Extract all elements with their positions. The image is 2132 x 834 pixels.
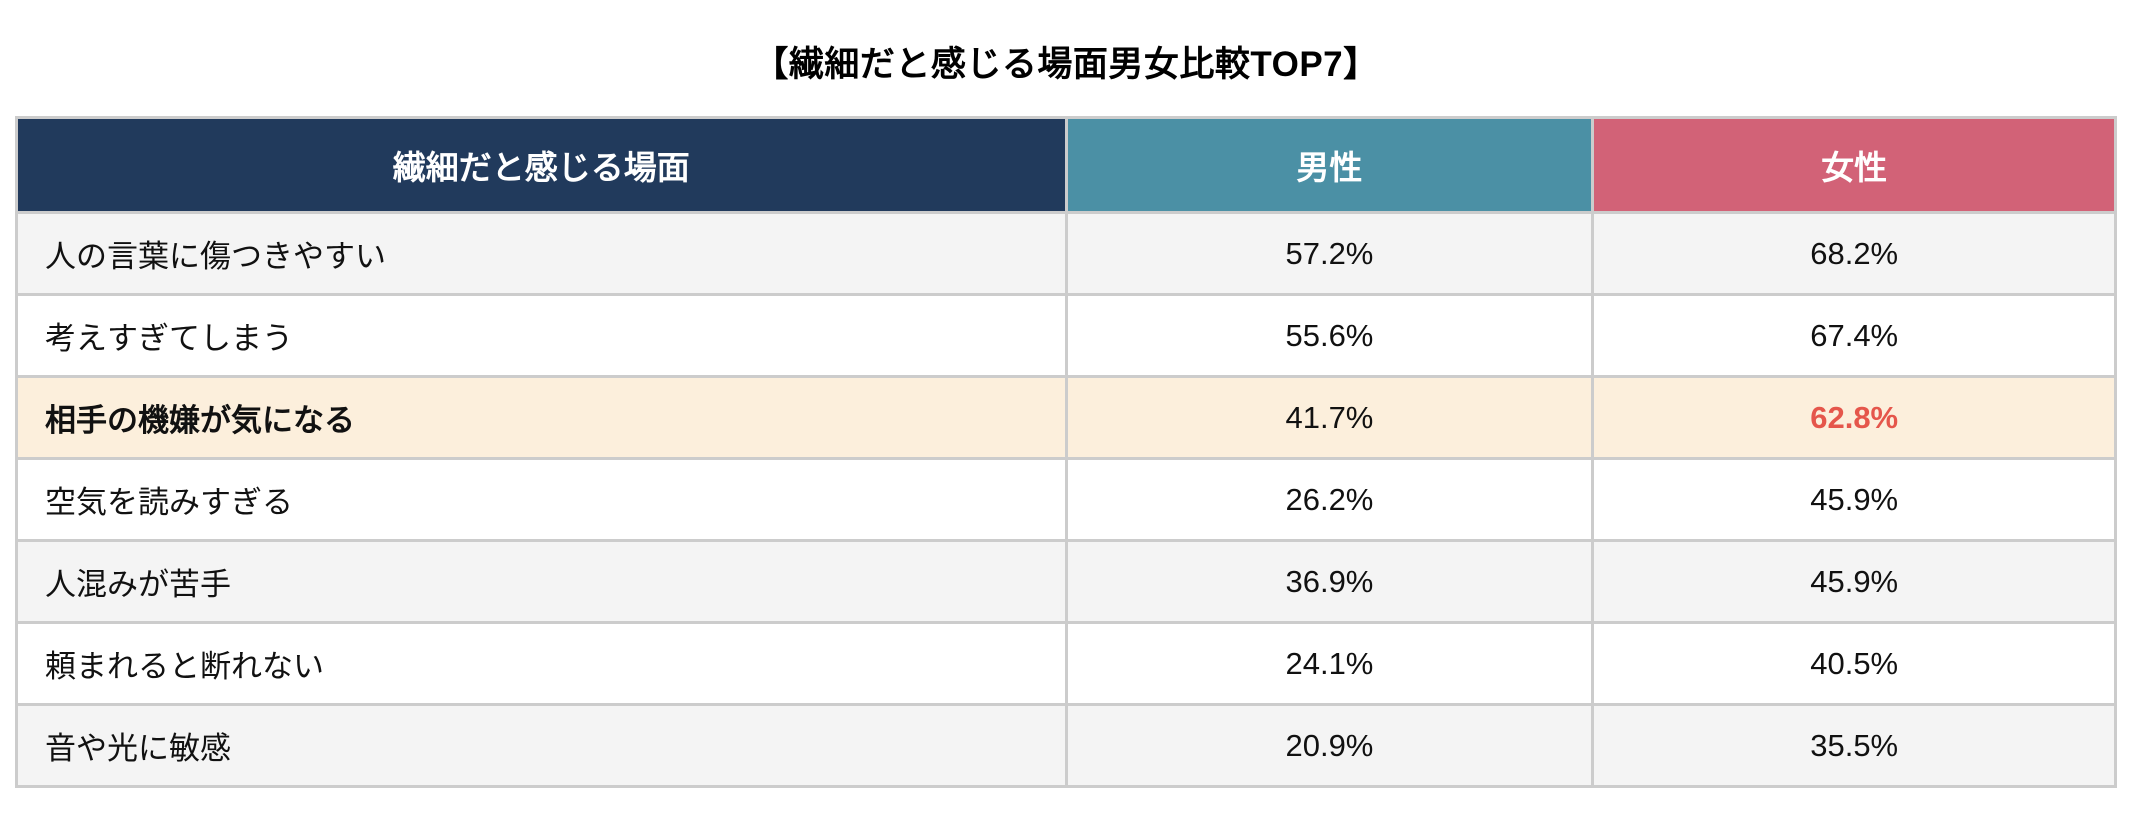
header-female-cell: 女性 [1591,116,2117,214]
female-value: 40.5% [1591,621,2117,706]
female-value: 67.4% [1591,293,2117,378]
table-row: 頼まれると断れない 24.1% 40.5% [15,621,2117,706]
male-value: 41.7% [1064,375,1595,460]
header-male-cell: 男性 [1064,116,1595,214]
row-label: 考えすぎてしまう [15,293,1068,378]
female-value: 45.9% [1591,539,2117,624]
row-label: 相手の機嫌が気になる [15,375,1068,460]
row-label: 人の言葉に傷つきやすい [15,211,1068,296]
row-label: 音や光に敏感 [15,703,1068,788]
male-value: 26.2% [1064,457,1595,542]
female-value-highlighted: 62.8% [1591,375,2117,460]
table-row: 考えすぎてしまう 55.6% 67.4% [15,293,2117,378]
table-row: 人混みが苦手 36.9% 45.9% [15,539,2117,624]
row-label: 空気を読みすぎる [15,457,1068,542]
female-value: 45.9% [1591,457,2117,542]
table-row: 音や光に敏感 20.9% 35.5% [15,703,2117,788]
female-value: 35.5% [1591,703,2117,788]
header-category-cell: 繊細だと感じる場面 [15,116,1068,214]
male-value: 36.9% [1064,539,1595,624]
male-value: 20.9% [1064,703,1595,788]
table-row: 人の言葉に傷つきやすい 57.2% 68.2% [15,211,2117,296]
male-value: 24.1% [1064,621,1595,706]
row-label: 人混みが苦手 [15,539,1068,624]
row-label: 頼まれると断れない [15,621,1068,706]
comparison-table: 繊細だと感じる場面 男性 女性 人の言葉に傷つきやすい 57.2% 68.2% … [15,116,2117,788]
header-row: 繊細だと感じる場面 男性 女性 [15,116,2117,214]
table-row-highlighted: 相手の機嫌が気になる 41.7% 62.8% [15,375,2117,460]
female-value: 68.2% [1591,211,2117,296]
male-value: 55.6% [1064,293,1595,378]
male-value: 57.2% [1064,211,1595,296]
page-title: 【繊細だと感じる場面男女比較TOP7】 [753,45,1379,84]
table-row: 空気を読みすぎる 26.2% 45.9% [15,457,2117,542]
